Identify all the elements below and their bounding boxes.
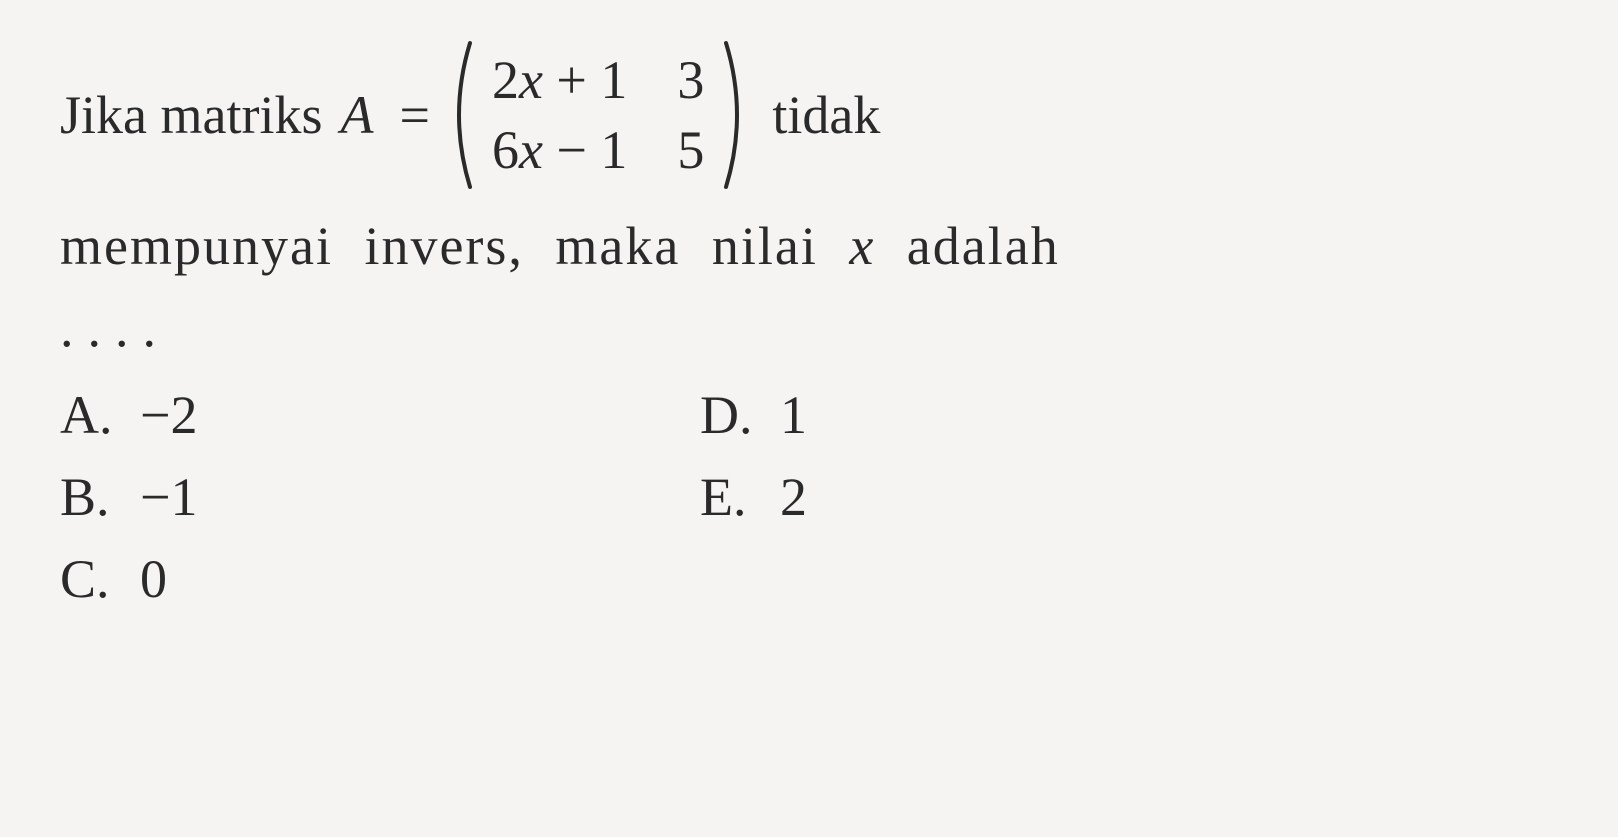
option-a-label: A. xyxy=(60,384,140,446)
equals-sign: = xyxy=(399,84,429,146)
matrix: 2x + 1 3 6x − 1 5 xyxy=(444,40,752,190)
option-b: B. −1 xyxy=(60,466,220,528)
option-c-label: C. xyxy=(60,548,140,610)
line2-x-variable: x xyxy=(849,216,875,276)
option-e-value: 2 xyxy=(780,466,860,528)
question-line-2: mempunyai invers, maka nilai x adalah xyxy=(60,215,1558,277)
matrix-cell-1-1: 5 xyxy=(677,115,704,185)
option-e: E. 2 xyxy=(700,466,860,528)
option-a: A. −2 xyxy=(60,384,220,446)
matrix-cell-1-0: 6x − 1 xyxy=(492,115,627,185)
answer-options: A. −2 B. −1 C. 0 D. 1 E. 2 xyxy=(60,384,1558,610)
option-e-label: E. xyxy=(700,466,780,528)
option-b-value: −1 xyxy=(140,466,220,528)
left-paren-icon xyxy=(444,40,474,190)
line2-before-x: mempunyai invers, maka nilai xyxy=(60,216,849,276)
ellipsis-line: .... xyxy=(60,297,1558,359)
option-b-label: B. xyxy=(60,466,140,528)
matrix-cell-0-1: 3 xyxy=(677,45,704,115)
math-question: Jika matriks A = 2x + 1 3 6x − 1 5 xyxy=(60,40,1558,610)
matrix-row-0: 2x + 1 3 xyxy=(492,45,704,115)
option-a-value: −2 xyxy=(140,384,220,446)
matrix-expression: A = 2x + 1 3 6x − 1 5 xyxy=(340,40,752,190)
matrix-variable: A xyxy=(340,84,373,146)
lead-text: Jika matriks xyxy=(60,84,322,146)
question-line-1: Jika matriks A = 2x + 1 3 6x − 1 5 xyxy=(60,40,1558,190)
option-c-value: 0 xyxy=(140,548,220,610)
option-d: D. 1 xyxy=(700,384,860,446)
option-c: C. 0 xyxy=(60,548,220,610)
right-paren-icon xyxy=(722,40,752,190)
matrix-cell-0-0: 2x + 1 xyxy=(492,45,627,115)
option-d-value: 1 xyxy=(780,384,860,446)
option-d-label: D. xyxy=(700,384,780,446)
options-right-column: D. 1 E. 2 xyxy=(700,384,860,610)
matrix-body: 2x + 1 3 6x − 1 5 xyxy=(474,41,722,189)
trail-text: tidak xyxy=(772,84,880,146)
options-left-column: A. −2 B. −1 C. 0 xyxy=(60,384,220,610)
line2-after-x: adalah xyxy=(875,216,1059,276)
matrix-row-1: 6x − 1 5 xyxy=(492,115,704,185)
